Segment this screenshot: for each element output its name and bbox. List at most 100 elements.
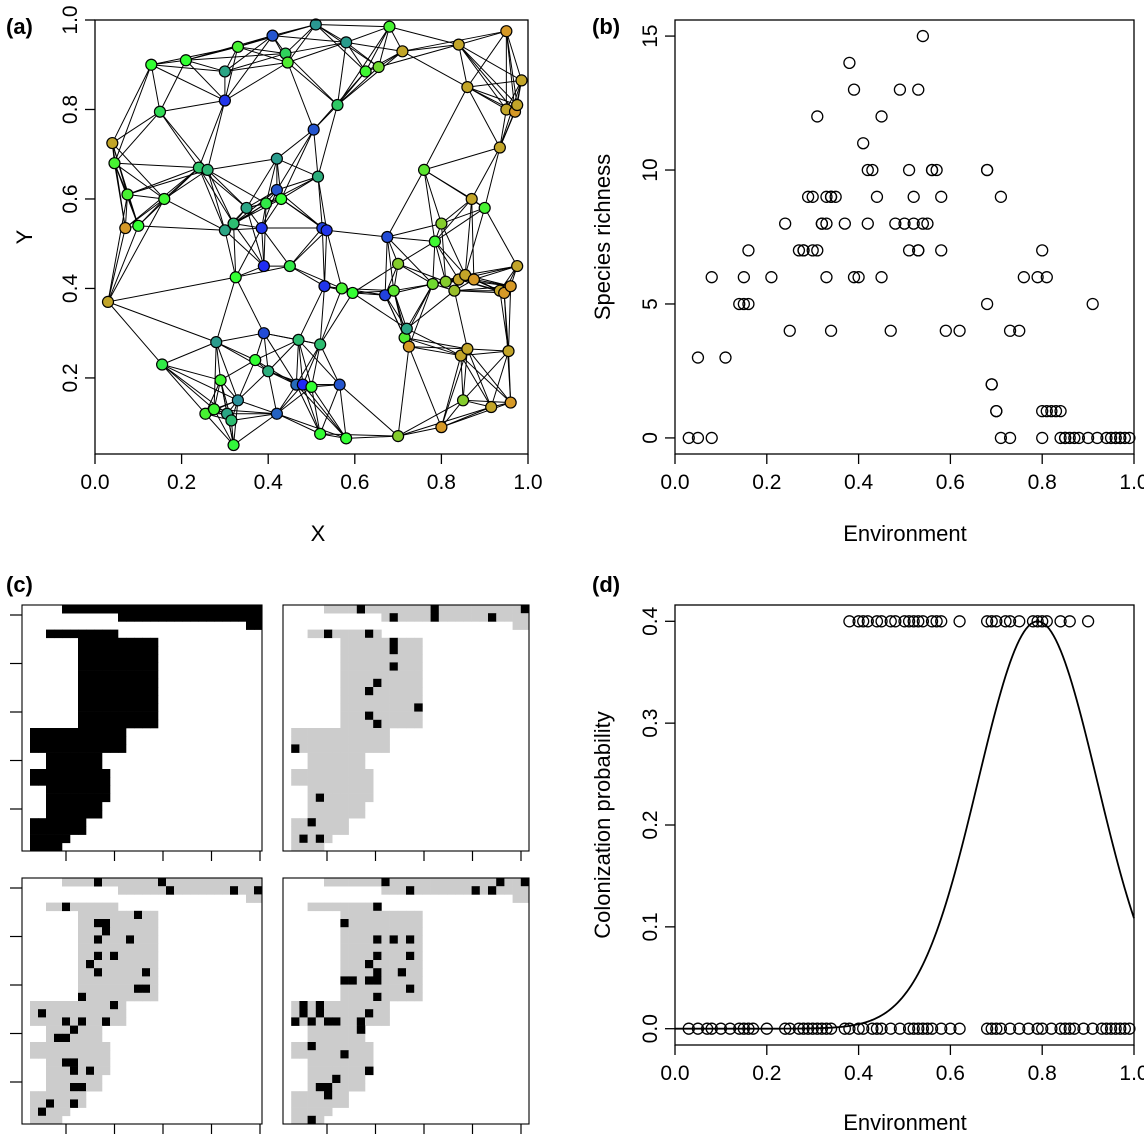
colonization-point [1054,615,1067,628]
richness-point [843,56,856,70]
occupancy-cell [142,935,151,944]
occupancy-cell [78,1099,87,1108]
richness-point [893,83,907,96]
richness-point [691,431,705,445]
occupancy-cell [126,646,135,655]
colonization-point [1063,1022,1076,1035]
network-edge [224,35,273,101]
occupancy-cell [324,605,333,614]
occupancy-cell [110,670,119,680]
y-axis-title-a: Y [12,229,37,244]
site-point [428,235,442,248]
occupancy-cell [38,1009,47,1018]
occupancy-cell [118,719,127,729]
occupancy-cell [78,1042,87,1051]
colonization-point [852,615,865,628]
site-point [229,271,242,284]
occupancy-cell [86,752,95,762]
occupancy-cell [348,1050,358,1059]
occupancy-cell [118,1001,127,1010]
occupancy-cell [46,1042,55,1051]
occupancy-cell [78,968,87,977]
occupancy-cell [356,654,366,663]
network-edge [406,290,455,330]
occupancy-cell [422,878,431,887]
network-edge [378,44,459,68]
network-edge [432,241,436,285]
richness-point [1086,297,1099,311]
occupancy-cell [94,1017,103,1026]
occupancy-cell [142,646,151,655]
network-edge [346,435,399,439]
occupancy-cell [348,736,358,745]
network-edge [276,413,321,435]
occupancy-cell [348,785,358,794]
occupancy-cell [150,878,159,887]
occupancy-cell [46,1099,55,1108]
occupancy-cell [222,613,231,622]
richness-point [852,271,865,284]
richness-point [742,297,755,311]
network-edge [302,344,321,385]
occupancy-cell [118,646,127,655]
occupancy-cell [397,951,407,961]
occupancy-cell [373,670,382,680]
colonization-point [985,615,998,628]
occupancy-cell [348,1058,358,1067]
occupancy-cell [389,695,399,704]
occupancy-cell [332,1025,341,1035]
occupancy-cell [414,878,423,887]
occupancy-cell [78,670,87,680]
occupancy-cell [86,919,95,928]
network-edge [397,426,442,437]
occupancy-cell [488,605,497,614]
occupancy-cell [397,719,407,729]
occupancy-cell [373,919,382,928]
occupancy-cell [94,927,103,936]
occupancy-cell [356,605,366,614]
occupancy-cell [332,785,341,794]
occupancy-cell [340,919,349,928]
richness-point [884,324,897,337]
network-edge [345,26,390,43]
network-edge [295,384,347,439]
occupancy-cell [406,951,415,961]
occupancy-cell [397,984,407,994]
network-edge [161,364,239,401]
network-edge [386,236,434,285]
occupancy-cell [299,1017,308,1026]
occupancy-cell [332,728,341,737]
occupancy-cell [86,670,95,680]
occupancy-cell [348,910,358,920]
grid-frame [21,877,263,1125]
richness-point [912,244,925,257]
richness-point [838,217,851,230]
occupancy-cell [142,927,151,936]
occupancy-cell [512,621,522,630]
occupancy-cell [373,703,382,712]
colonization-point [1063,615,1076,628]
occupancy-cell [150,943,159,953]
occupancy-cell [150,910,159,920]
occupancy-cell [46,1058,55,1067]
site-point [292,333,305,347]
occupancy-cell [110,1009,119,1018]
occupancy-cell [54,1042,63,1051]
occupancy-cell [447,878,456,887]
occupancy-cell [365,935,374,944]
occupancy-cell [150,687,159,696]
site-point [461,81,474,94]
occupancy-cell [291,818,300,827]
occupancy-cell [348,605,358,614]
plot-frame-b [674,19,1135,455]
colonization-point [953,1022,966,1035]
occupancy-cell [315,1001,325,1010]
b-xtick-label: 0.0 [660,471,689,494]
network-edge [224,35,273,72]
colonization-points [682,615,1136,1035]
occupancy-cell [110,951,119,961]
occupancy-cell [299,744,308,753]
network-edge [114,162,199,169]
occupancy-cell [78,728,87,737]
occupancy-cell [397,935,407,944]
